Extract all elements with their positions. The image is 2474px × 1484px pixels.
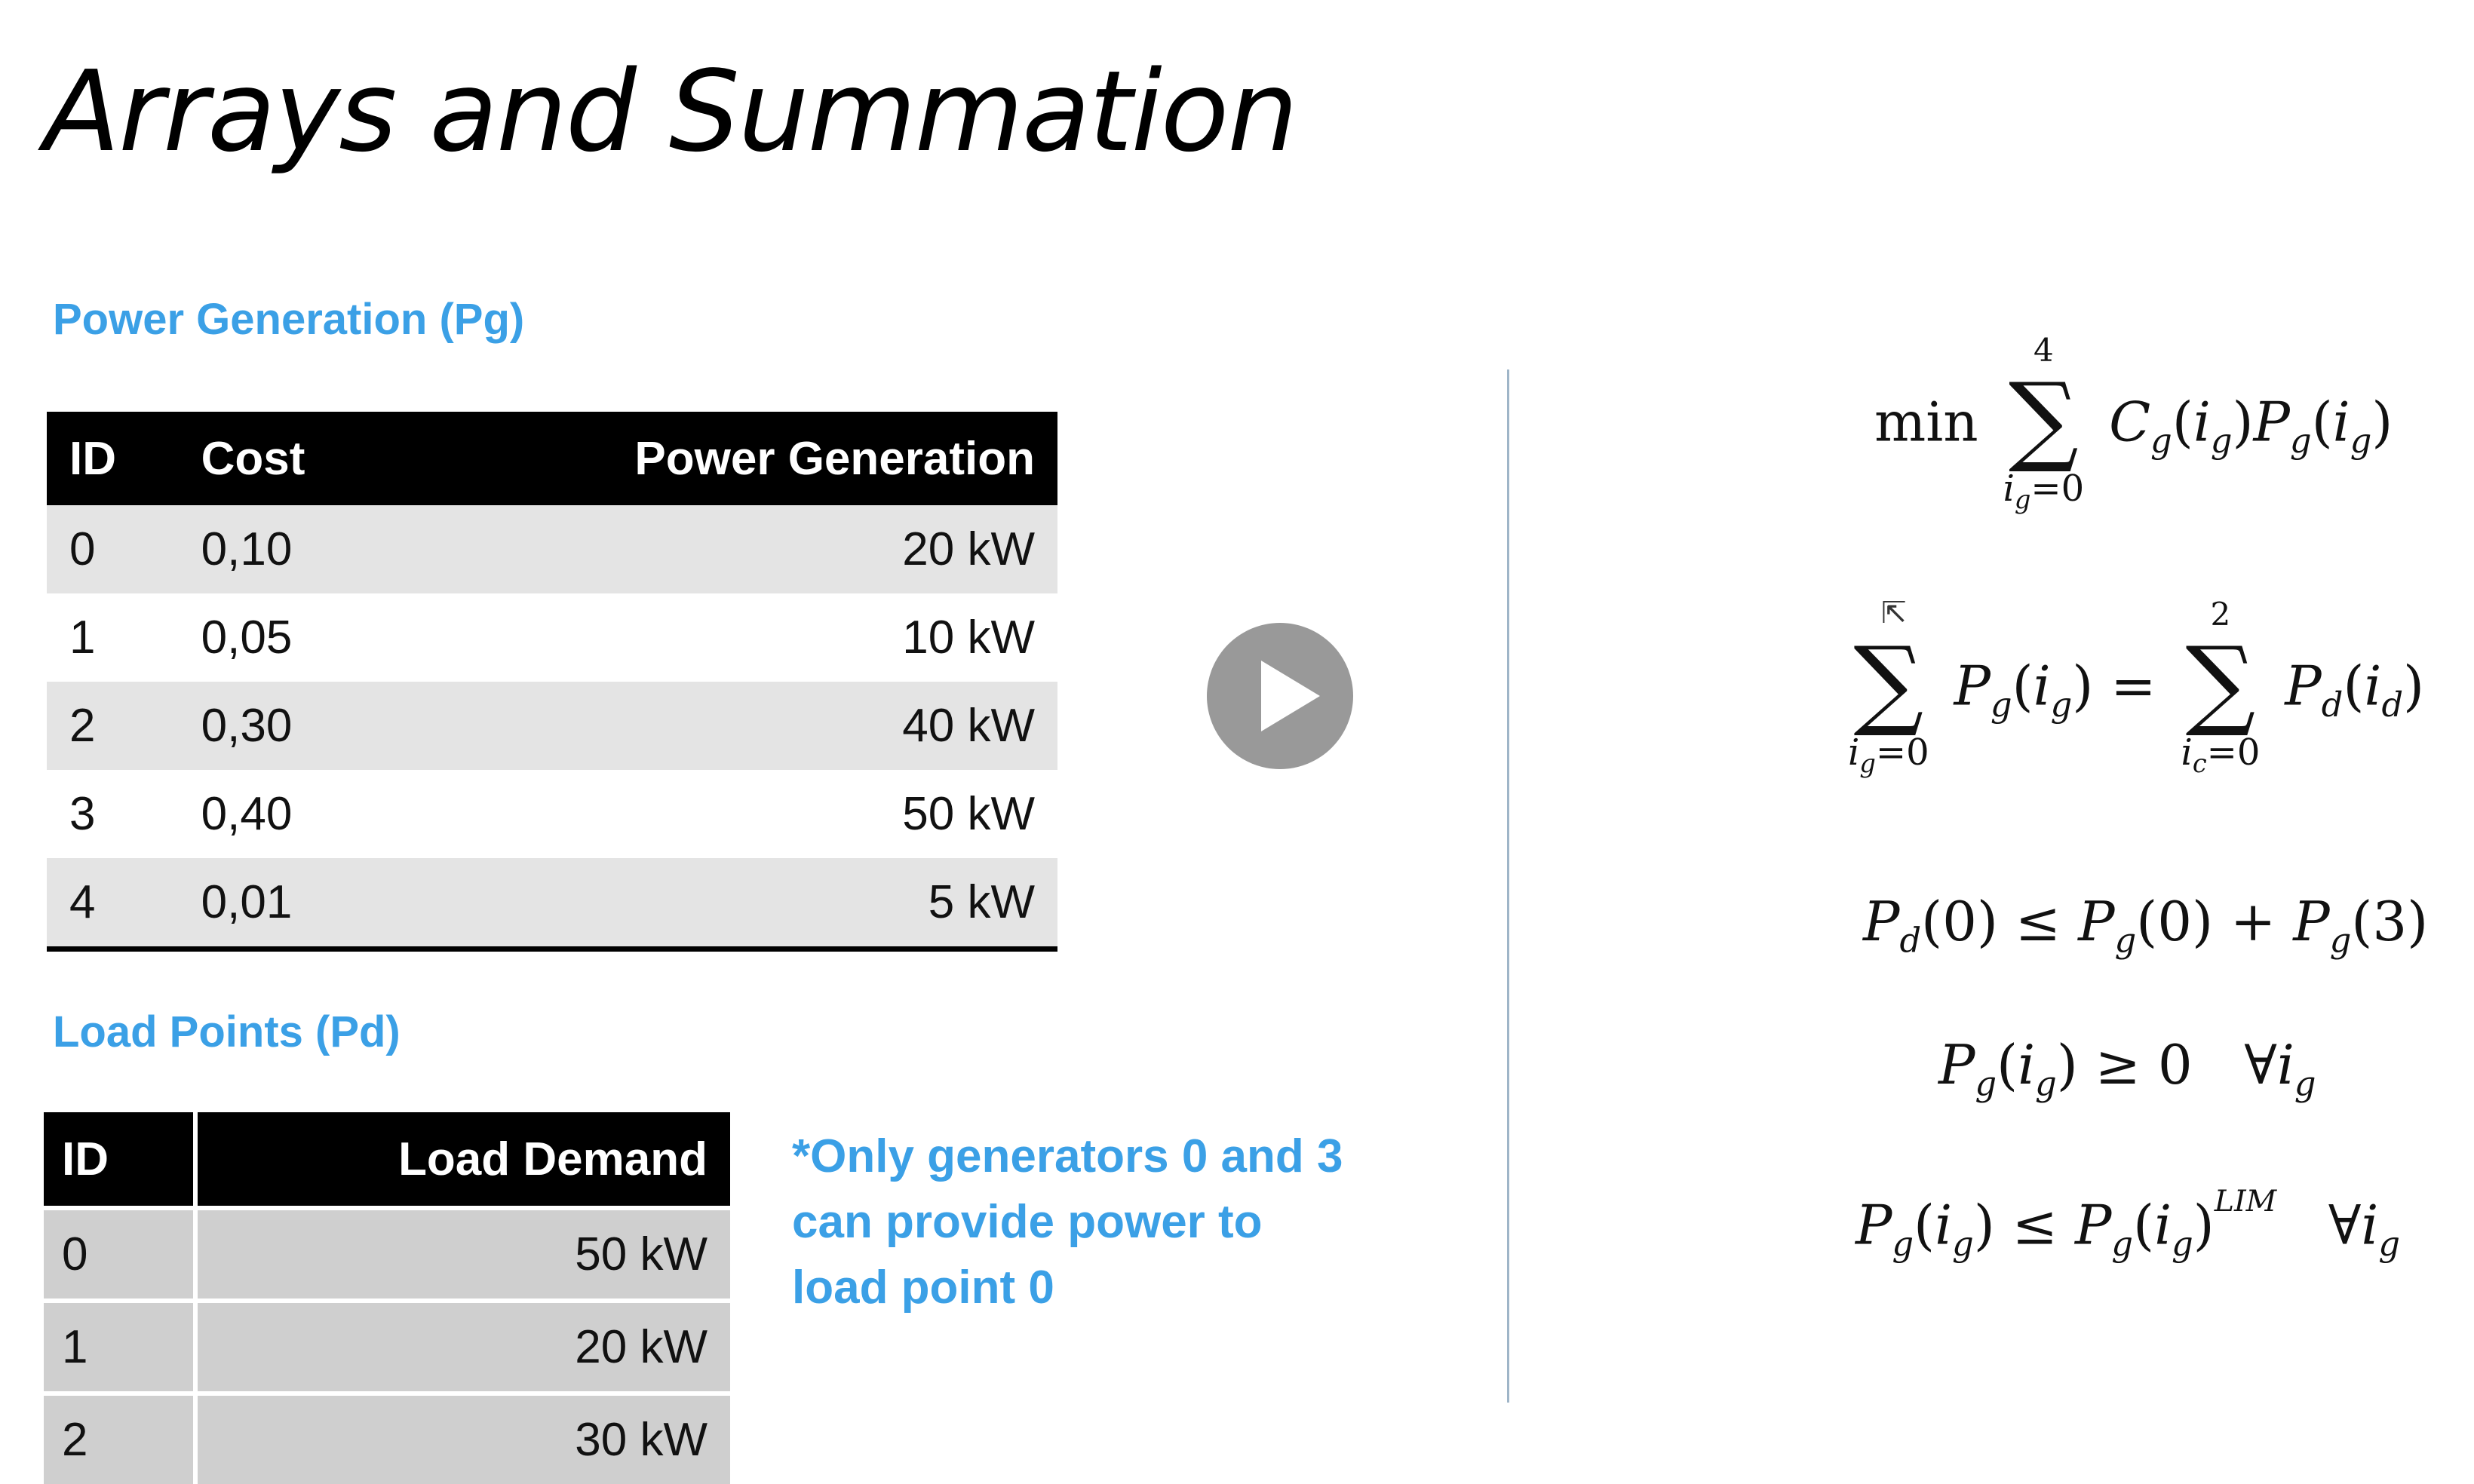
cell-demand: 50 kW [193, 1206, 730, 1298]
objective-equation: min 4 ∑ ig=0 Cg(ig)Pg(ig) [1874, 332, 2393, 521]
cell-demand: 20 kW [193, 1298, 730, 1391]
table-row: 0 0,10 20 kW [47, 505, 1057, 593]
cell-id: 2 [47, 682, 179, 770]
cell-cost: 0,10 [178, 505, 420, 593]
constraint-limit: Pg(ig) ≤ Pg(ig)LIM ∀ig [1856, 1184, 2400, 1265]
play-button[interactable] [1207, 623, 1353, 769]
cell-power: 40 kW [419, 682, 1057, 770]
min-operator: min [1874, 390, 1978, 454]
column-header-load-demand: Load Demand [193, 1112, 730, 1206]
table-row: 1 0,05 10 kW [47, 593, 1057, 682]
cell-id: 0 [47, 505, 179, 593]
column-header-id: ID [47, 412, 179, 505]
column-header-id: ID [44, 1112, 193, 1206]
cell-power: 50 kW [419, 770, 1057, 858]
table-row: 0 50 kW [44, 1206, 730, 1298]
summation-symbol: 2 ∑ ic=0 [2181, 596, 2261, 779]
sum-upper-limit: 4 [2034, 332, 2054, 369]
power-generation-table: ID Cost Power Generation 0 0,10 20 kW 1 … [47, 412, 1057, 952]
generator-note: *Only generators 0 and 3 can provide pow… [792, 1130, 1343, 1314]
cell-cost: 0,01 [178, 858, 420, 949]
cell-cost: 0,30 [178, 682, 420, 770]
table-row: 1 20 kW [44, 1298, 730, 1391]
table-row: 4 0,01 5 kW [47, 858, 1057, 949]
cell-id: 0 [44, 1206, 193, 1298]
cell-demand: 30 kW [193, 1391, 730, 1484]
table-header-row: ID Load Demand [44, 1112, 730, 1206]
table-row: 2 0,30 40 kW [47, 682, 1057, 770]
table-header-row: ID Cost Power Generation [47, 412, 1057, 505]
cell-cost: 0,40 [178, 770, 420, 858]
vertical-divider [1507, 369, 1509, 1403]
table-row: 2 30 kW [44, 1391, 730, 1484]
load-points-table: ID Load Demand 0 50 kW 1 20 kW 2 30 kW [44, 1112, 730, 1484]
load-points-heading: Load Points (Pd) [53, 1007, 401, 1056]
power-generation-heading: Power Generation (Pg) [53, 295, 525, 344]
column-header-cost: Cost [178, 412, 420, 505]
cursor-icon: ⇱ [1881, 596, 1907, 630]
cell-cost: 0,05 [178, 593, 420, 682]
constraint-load-zero: Pd(0) ≤ Pg(0) + Pg(3) [1863, 890, 2429, 961]
cell-power: 10 kW [419, 593, 1057, 682]
column-header-power-generation: Power Generation [419, 412, 1057, 505]
cell-id: 4 [47, 858, 179, 949]
cell-power: 20 kW [419, 505, 1057, 593]
cell-id: 1 [47, 593, 179, 682]
cell-power: 5 kW [419, 858, 1057, 949]
cell-id: 2 [44, 1391, 193, 1484]
constraint-nonnegative: Pg(ig) ≥ 0 ∀ig [1938, 1033, 2316, 1104]
table-row: 3 0,40 50 kW [47, 770, 1057, 858]
cell-id: 3 [47, 770, 179, 858]
cell-id: 1 [44, 1298, 193, 1391]
balance-equation: ∑ ig=0 Pg(ig) = 2 ∑ ic=0 Pd(id) [1840, 596, 2424, 785]
summation-symbol: 4 ∑ ig=0 [2003, 332, 2085, 515]
slide-title: Arrays and Summation [44, 47, 1298, 176]
sum-upper-limit: 2 [2210, 596, 2231, 633]
summation-symbol: ∑ ig=0 [1848, 625, 1929, 779]
